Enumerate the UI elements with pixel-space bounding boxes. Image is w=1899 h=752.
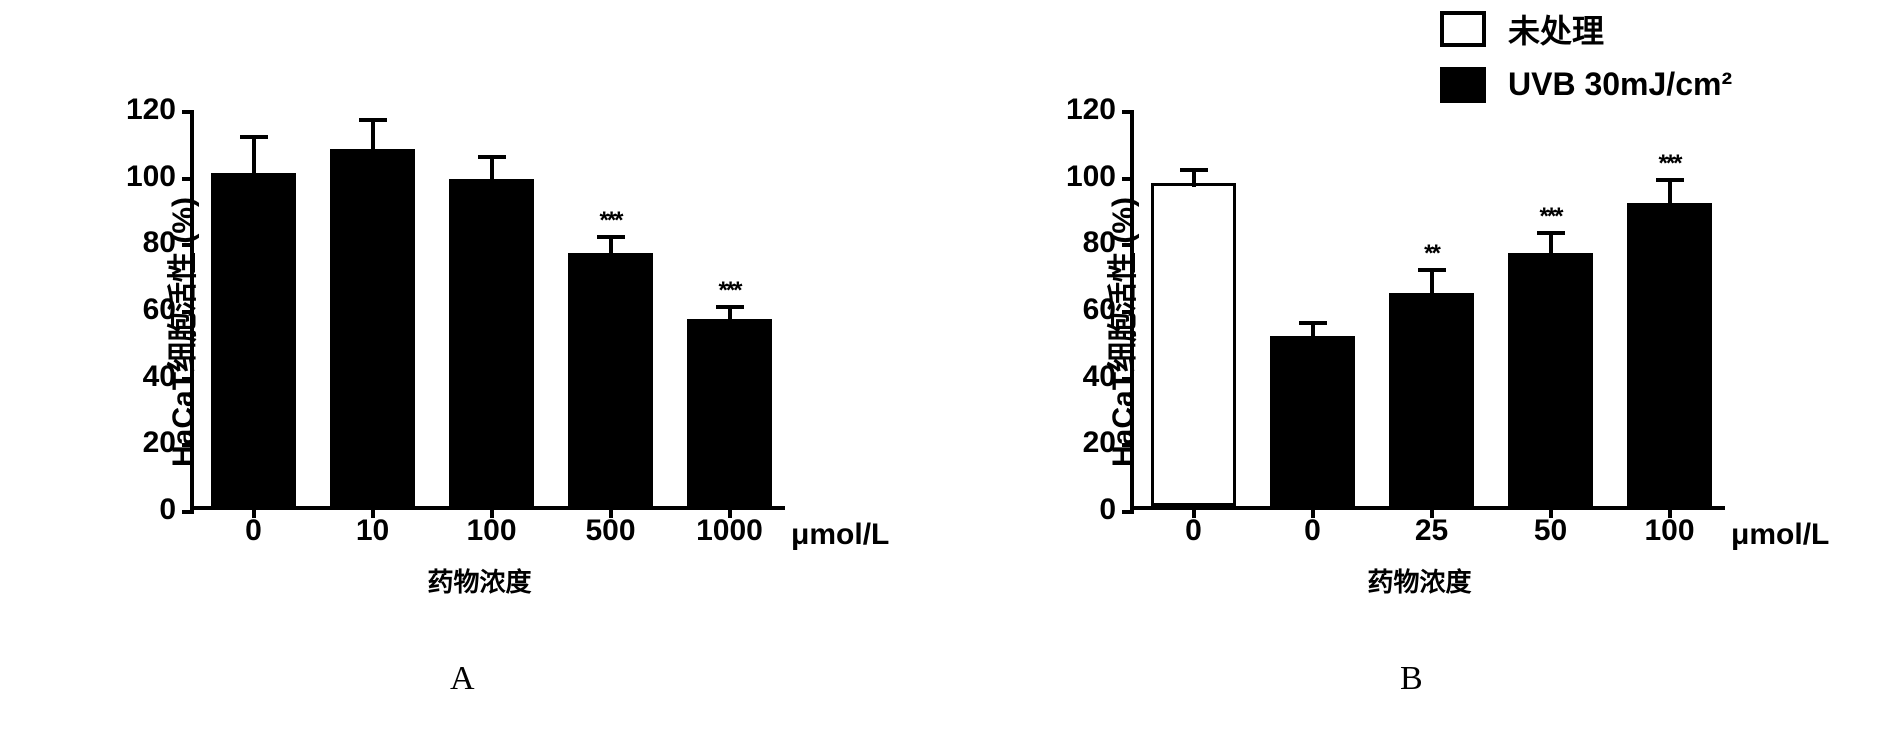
error-bar-stem [1430, 270, 1434, 297]
significance-marker: *** [1539, 203, 1561, 231]
bar [1270, 336, 1356, 506]
panel-b-x-unit: μmol/L [1731, 518, 1829, 552]
bar [1389, 293, 1475, 506]
error-bar-cap [1180, 168, 1208, 172]
bar [1508, 253, 1594, 506]
xtick-label: 25 [1415, 506, 1448, 548]
significance-marker: ** [1424, 240, 1439, 268]
panel-b: 02040608010012000**25***50***100 HaCaT细胞… [0, 0, 1899, 752]
error-bar-cap [1537, 231, 1565, 235]
error-bar-stem [1668, 180, 1672, 207]
error-bar-stem [1311, 323, 1315, 340]
panel-b-letter: B [1400, 660, 1423, 698]
panel-b-xlabel: 药物浓度 [1368, 562, 1472, 599]
xtick-label: 0 [1185, 506, 1202, 548]
panel-b-ylabel: HaCaT细胞活性 (%) [1098, 197, 1142, 467]
xtick-label: 100 [1644, 506, 1694, 548]
bar [1627, 203, 1713, 506]
error-bar-cap [1656, 178, 1684, 182]
ytick-label: 0 [1099, 493, 1134, 527]
error-bar-stem [1549, 233, 1553, 256]
error-bar-stem [1192, 170, 1196, 187]
ytick-label: 120 [1066, 93, 1134, 127]
error-bar-cap [1418, 268, 1446, 272]
xtick-label: 0 [1304, 506, 1321, 548]
ytick-label: 100 [1066, 160, 1134, 194]
significance-marker: *** [1658, 150, 1680, 178]
bar [1151, 183, 1237, 506]
error-bar-cap [1299, 321, 1327, 325]
panel-b-plot: 02040608010012000**25***50***100 [1130, 110, 1725, 510]
xtick-label: 50 [1534, 506, 1567, 548]
